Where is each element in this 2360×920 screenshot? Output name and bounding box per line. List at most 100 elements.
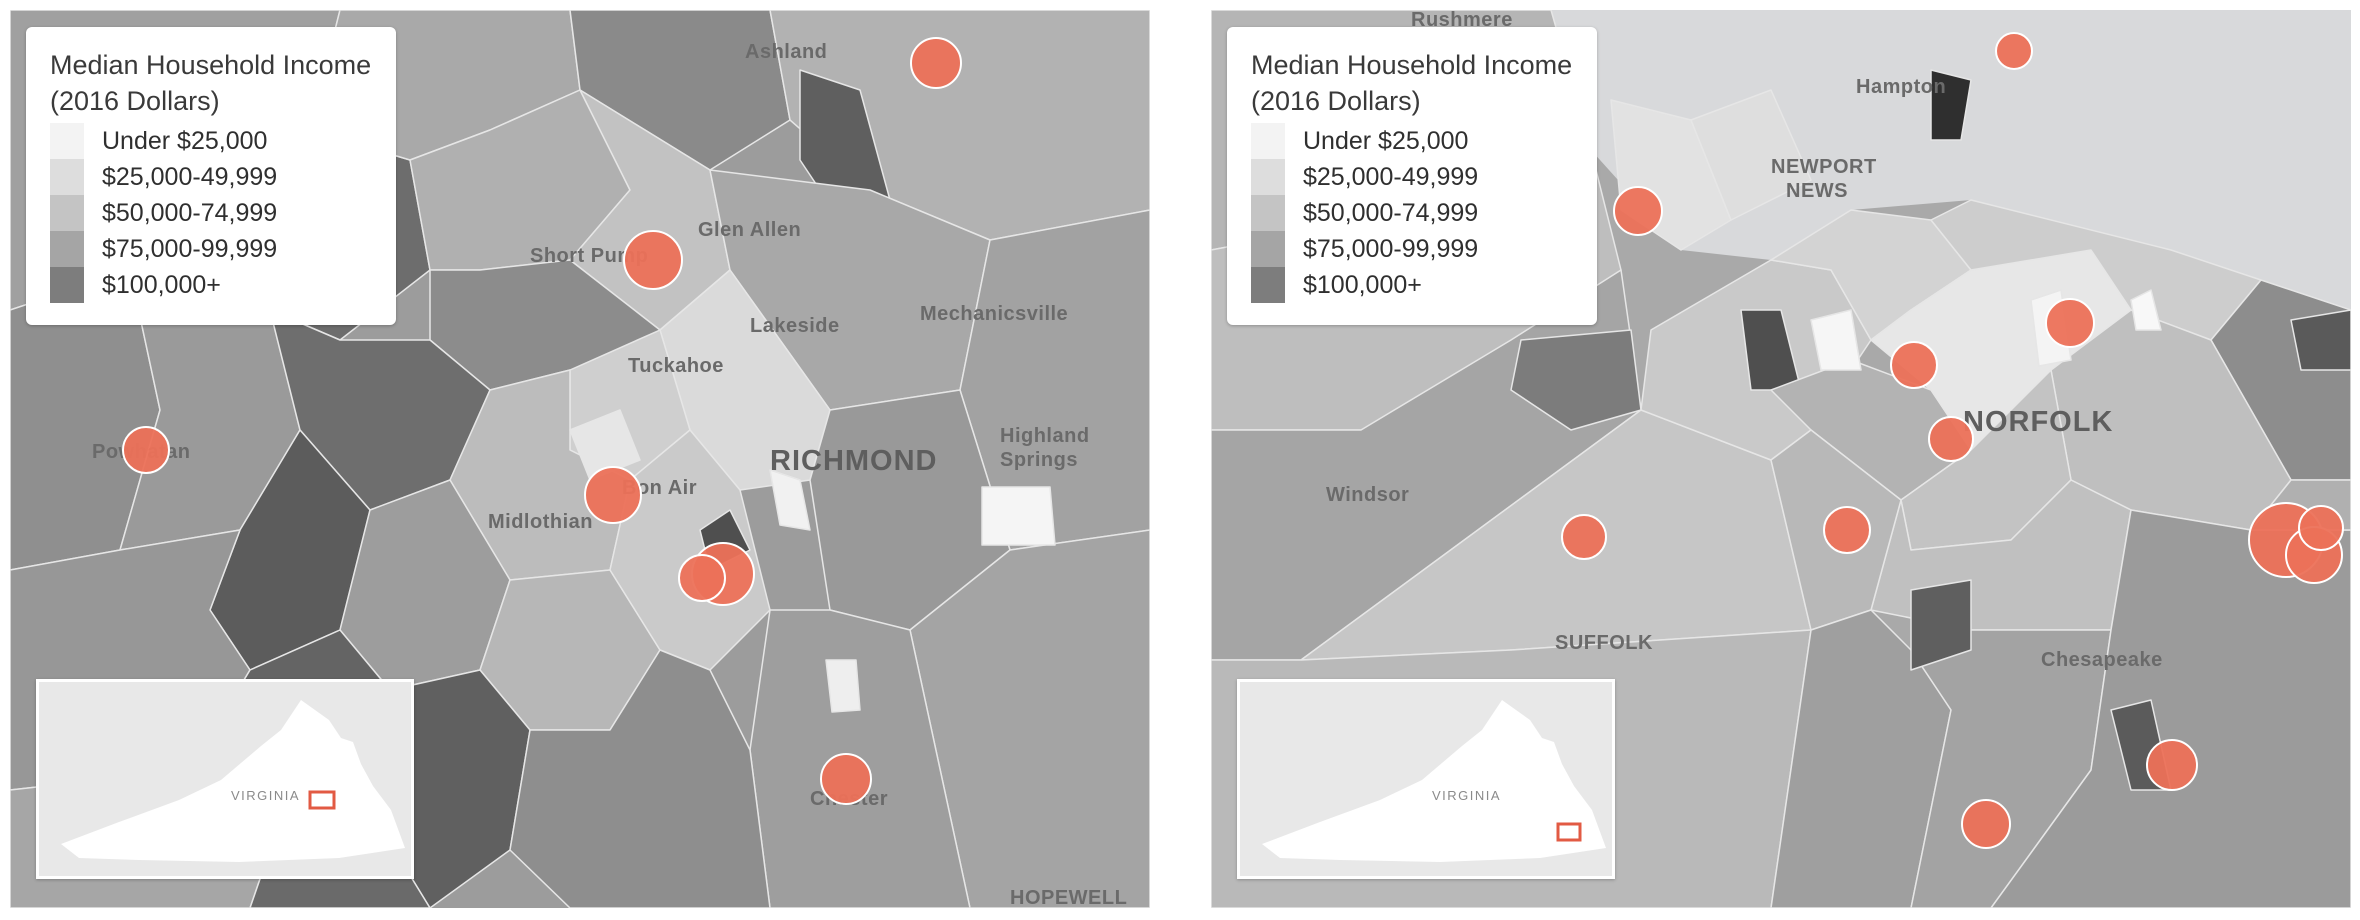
legend-item: Under $25,000 (50, 123, 372, 159)
location-markers (122, 37, 962, 805)
place-label-highland-springs-1: Highland (1000, 425, 1090, 447)
place-label-midlothian: Midlothian (488, 511, 593, 533)
place-label-suffolk: SUFFOLK (1555, 632, 1653, 654)
legend-label: $75,000-99,999 (1303, 234, 1479, 263)
legend-item: $75,000-99,999 (1251, 231, 1573, 267)
tract (509, 649, 771, 908)
income-legend: Median Household Income (2016 Dollars) U… (1227, 27, 1597, 325)
legend-label: $50,000-74,999 (102, 198, 278, 227)
legend-swatch (1251, 159, 1285, 195)
place-label-hopewell: HOPEWELL (1010, 887, 1127, 908)
legend-title-line-1: Median Household Income (50, 50, 372, 80)
legend-swatch (1251, 231, 1285, 267)
legend-item: $25,000-49,999 (1251, 159, 1573, 195)
location-marker[interactable] (623, 230, 683, 290)
tract (2130, 289, 2162, 331)
location-marker[interactable] (1613, 186, 1663, 236)
tract (1990, 509, 2351, 908)
location-markers (1561, 32, 2344, 849)
place-labels: Rushmere Hampton NEWPORT NEWS Windsor NO… (1326, 10, 2163, 671)
richmond-map[interactable]: Ashland Glen Allen Short Pump Lakeside M… (10, 10, 1150, 908)
virginia-shape (61, 700, 405, 862)
tract (1910, 579, 1972, 671)
tract (769, 469, 811, 531)
location-marker[interactable] (910, 37, 962, 89)
legend-item: $50,000-74,999 (1251, 195, 1573, 231)
legend-swatch (50, 267, 84, 303)
legend-swatch (1251, 123, 1285, 159)
legend-label: Under $25,000 (1303, 126, 1469, 155)
extent-indicator (308, 790, 336, 810)
place-label-short-pump: Short Pump (530, 245, 648, 267)
virginia-locator-map: VIRGINIA (1262, 700, 1606, 862)
income-legend: Median Household Income (2016 Dollars) U… (26, 27, 396, 325)
virginia-locator-inset: VIRGINIA (1237, 679, 1615, 879)
legend-label: $25,000-49,999 (1303, 162, 1479, 191)
place-label-chesapeake: Chesapeake (2041, 649, 2163, 671)
location-marker[interactable] (2146, 739, 2198, 791)
location-marker[interactable] (2045, 298, 2095, 348)
legend-swatch (1251, 195, 1285, 231)
place-label-windsor: Windsor (1326, 484, 1409, 506)
place-label-hampton: Hampton (1856, 76, 1946, 98)
legend-title-line-2: (2016 Dollars) (50, 86, 220, 116)
legend-title: Median Household Income (2016 Dollars) (1251, 47, 1573, 119)
location-marker[interactable] (1890, 341, 1938, 389)
location-marker[interactable] (1823, 506, 1871, 554)
legend-item: $100,000+ (1251, 267, 1573, 303)
tract (569, 10, 791, 171)
location-marker[interactable] (122, 426, 170, 474)
legend-title: Median Household Income (2016 Dollars) (50, 47, 372, 119)
virginia-locator-map: VIRGINIA (61, 700, 405, 862)
tract (1690, 89, 1812, 221)
tract (609, 429, 771, 671)
legend-item: $100,000+ (50, 267, 372, 303)
place-label-rushmere: Rushmere (1411, 10, 1513, 31)
tract (1930, 69, 1972, 141)
legend-item: Under $25,000 (1251, 123, 1573, 159)
tract (1510, 329, 1642, 431)
place-label-lakeside: Lakeside (750, 315, 840, 337)
location-marker[interactable] (820, 753, 872, 805)
legend-label: Under $25,000 (102, 126, 268, 155)
norfolk-map[interactable]: Rushmere Hampton NEWPORT NEWS Windsor NO… (1211, 10, 2351, 908)
location-marker[interactable] (2298, 505, 2344, 551)
place-label-glen-allen: Glen Allen (698, 219, 801, 241)
place-label-highland-springs-2: Springs (1000, 449, 1078, 471)
legend-label: $100,000+ (1303, 270, 1422, 299)
location-marker[interactable] (678, 554, 726, 602)
location-marker[interactable] (1561, 514, 1607, 560)
legend-swatch (50, 159, 84, 195)
tract (2290, 309, 2351, 371)
tract (825, 659, 861, 713)
legend-item: $75,000-99,999 (50, 231, 372, 267)
location-marker[interactable] (584, 466, 642, 524)
extent-indicator (1556, 822, 1582, 842)
legend-label: $25,000-49,999 (102, 162, 278, 191)
tract (569, 409, 641, 481)
tract (981, 486, 1056, 546)
legend-item: $50,000-74,999 (50, 195, 372, 231)
legend-label: $100,000+ (102, 270, 221, 299)
location-marker[interactable] (1995, 32, 2033, 70)
legend-label: $50,000-74,999 (1303, 198, 1479, 227)
place-label-tuckahoe: Tuckahoe (628, 355, 724, 377)
legend-item: $25,000-49,999 (50, 159, 372, 195)
legend-swatch (50, 231, 84, 267)
place-label-newport-2: NEWS (1786, 180, 1848, 202)
water-body (1551, 10, 2351, 310)
legend-swatch (50, 123, 84, 159)
tract (1810, 309, 1862, 371)
virginia-shape (1262, 700, 1606, 862)
location-marker[interactable] (1928, 416, 1974, 462)
legend-swatch (1251, 267, 1285, 303)
legend-label: $75,000-99,999 (102, 234, 278, 263)
location-marker[interactable] (1961, 799, 2011, 849)
legend-title-line-1: Median Household Income (1251, 50, 1573, 80)
inset-state-label: VIRGINIA (1432, 788, 1501, 803)
place-label-mechanicsville: Mechanicsville (920, 303, 1068, 325)
place-label-newport-1: NEWPORT (1771, 156, 1877, 178)
place-label-ashland: Ashland (745, 41, 827, 63)
legend-swatch (50, 195, 84, 231)
place-label-norfolk: NORFOLK (1963, 406, 2113, 438)
